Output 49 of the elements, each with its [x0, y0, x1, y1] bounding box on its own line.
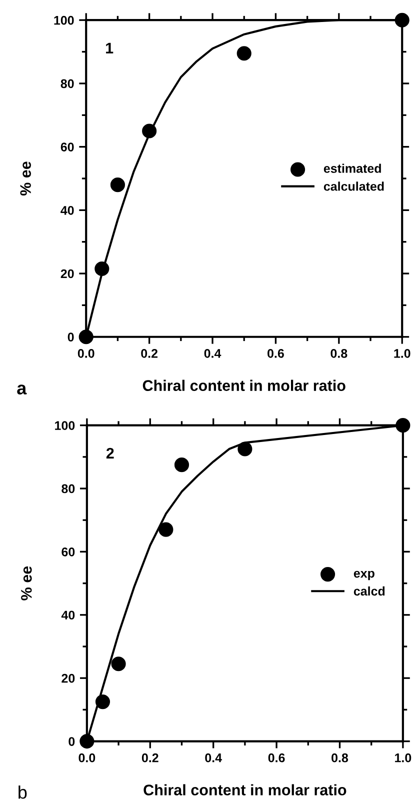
annotation: 2 [106, 448, 114, 459]
x-tick-label: 0.8 [330, 349, 348, 358]
x-tick-label: 0.8 [332, 753, 348, 762]
point [111, 656, 126, 672]
text: a [17, 384, 27, 394]
y-tick-label: 60 [62, 548, 75, 556]
x-tick-label: 0.4 [204, 349, 222, 358]
x-tick-label: 1.0 [395, 753, 412, 762]
y-tick-label: 80 [60, 79, 74, 88]
x-axis-title: Chiral content in molar ratio [142, 380, 346, 391]
y-tick-label: 20 [62, 674, 75, 683]
legend-label: calculated [324, 182, 384, 191]
y-axis-title: % ee [21, 566, 32, 600]
x-axis-title: Chiral content in molar ratio [144, 784, 346, 796]
y-tick-label: 80 [62, 484, 75, 494]
y-tick-label: 40 [60, 206, 74, 215]
y-tick-label: 100 [55, 421, 75, 430]
point [396, 418, 410, 433]
annotation: 1 [106, 42, 114, 54]
point [174, 458, 190, 472]
point [94, 261, 110, 276]
legend-label: exp [354, 570, 374, 580]
x-tick-label: 0.0 [78, 349, 94, 358]
point [95, 694, 110, 710]
y-tick-label: 60 [60, 142, 74, 152]
x-tick-label: 1.0 [394, 349, 410, 358]
x-tick-label: 0.0 [78, 753, 96, 762]
point [110, 178, 125, 192]
y-tick-label: 100 [54, 16, 74, 25]
y-axis-title: % ee [20, 162, 31, 196]
x-tick-label: 0.4 [205, 753, 222, 762]
point [78, 330, 94, 344]
y-tick-label: 0 [68, 737, 75, 746]
x-tick-label: 0.2 [142, 753, 158, 762]
point [158, 522, 174, 537]
legend-label: calcd [354, 586, 385, 596]
x-tick-label: 0.2 [141, 349, 158, 358]
point [80, 734, 94, 749]
y-tick-label: 40 [61, 610, 75, 620]
point [142, 124, 157, 138]
x-tick-label: 0.6 [268, 753, 285, 762]
point [236, 46, 252, 61]
point [394, 12, 410, 28]
x-tick-label: 0.6 [268, 349, 284, 358]
y-tick-label: 0 [68, 332, 74, 342]
text: b [18, 786, 27, 799]
legend-label: estimated [324, 164, 381, 173]
y-tick-label: 20 [60, 269, 74, 278]
point [238, 442, 252, 456]
